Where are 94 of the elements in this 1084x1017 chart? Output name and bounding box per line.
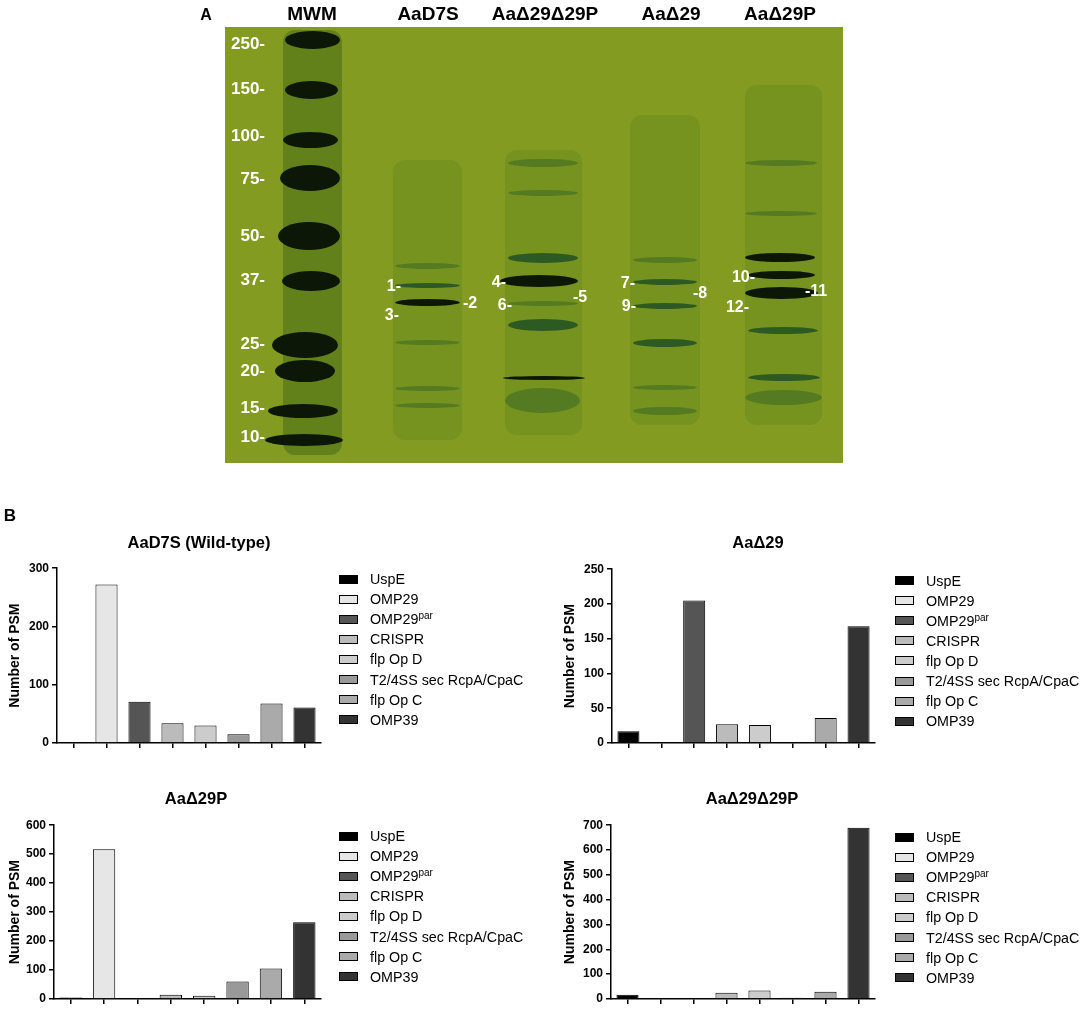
chart-title: AaΔ29 (732, 532, 784, 551)
legend-label: OMP39 (926, 712, 975, 732)
legend-label: flp Op C (370, 947, 423, 967)
text: 7- (620, 274, 635, 291)
category-label: AaΔ29P (744, 2, 816, 24)
legend-label: UspE (926, 828, 961, 847)
legend-label: OMP29 (926, 591, 975, 611)
legend-label: T2/4SS sec RcpA/CpaC (926, 672, 1080, 691)
y-tick-label: 600 (25, 817, 47, 832)
legend-label: T2/4SS sec RcpA/CpaC (926, 928, 1080, 948)
y-axis-title: Number of PSM (6, 603, 23, 708)
category-label: AaΔ29 (641, 2, 701, 24)
legend-label: OMP29$^{par}$ (926, 867, 989, 888)
legend-label: T2/4SS sec RcpA/CpaC (370, 927, 524, 947)
legend-label: flp Op D (370, 907, 423, 927)
y-tick-label: 200 (583, 596, 605, 611)
legend-label: CRISPR (926, 888, 981, 908)
y-tick-label: 400 (25, 875, 47, 890)
legend-label: CRISPR (926, 631, 981, 651)
category-label: AaΔ29Δ29P (491, 2, 599, 24)
chart-title: AaΔ29Δ29P (705, 788, 799, 807)
y-axis-title: Number of PSM (561, 859, 578, 965)
legend-label: OMP39 (370, 710, 419, 730)
text: 50- (240, 225, 265, 245)
legend-label: CRISPR (370, 630, 425, 650)
y-tick-label: 300 (25, 904, 47, 919)
y-tick-label: 0 (42, 734, 50, 749)
y-tick-label: 500 (582, 867, 604, 882)
legend-label: OMP39 (926, 968, 975, 988)
legend-label: OMP39 (370, 967, 419, 987)
text: 10- (731, 268, 755, 285)
y-axis-title: Number of PSM (561, 603, 578, 709)
legend-label: T2/4SS sec RcpA/CpaC (370, 670, 524, 690)
y-tick-label: 300 (28, 560, 50, 575)
y-axis-title: Number of PSM (6, 859, 23, 964)
category-label: AaD7S (397, 2, 459, 24)
chart-title: AaΔ29P (164, 788, 228, 807)
text: 10- (240, 426, 265, 446)
y-tick-label: 200 (28, 618, 50, 633)
text: B (3, 505, 17, 525)
text: 9- (621, 297, 636, 314)
legend-label: OMP29 (370, 847, 419, 867)
text: 1- (386, 277, 401, 294)
legend-label: UspE (370, 827, 405, 846)
y-tick-label: 500 (25, 846, 47, 861)
legend-label: flp Op D (370, 650, 423, 670)
legend-label: flp Op D (926, 651, 979, 671)
text: 3- (384, 306, 399, 323)
y-tick-label: 100 (582, 966, 604, 981)
y-tick-label: 150 (583, 631, 605, 646)
text: 4- (491, 273, 506, 290)
chart-title: AaD7S (Wild-type) (127, 532, 271, 551)
text: -11 (805, 282, 828, 299)
legend-label: UspE (370, 570, 405, 589)
category-label: MWM (287, 2, 337, 24)
text: 250- (230, 33, 265, 53)
y-tick-label: 300 (582, 916, 604, 931)
legend-label: flp Op D (926, 908, 979, 928)
legend-label: OMP29$^{par}$ (370, 866, 433, 887)
y-tick-label: 250 (583, 561, 605, 576)
legend-label: flp Op C (926, 692, 979, 712)
y-tick-label: 400 (582, 892, 604, 906)
legend-label: OMP29$^{par}$ (370, 609, 433, 630)
text: -5 (573, 288, 588, 305)
legend-label: OMP29$^{par}$ (926, 610, 989, 631)
legend-label: UspE (926, 571, 961, 591)
legend-label: flp Op C (926, 948, 979, 968)
y-tick-label: 0 (597, 735, 605, 750)
y-tick-label: 700 (582, 817, 604, 832)
y-tick-label: 50 (590, 700, 605, 715)
text: 37- (240, 269, 265, 289)
text: A (200, 6, 212, 23)
text: 6- (497, 296, 512, 313)
y-tick-label: 600 (582, 842, 604, 857)
y-tick-label: 100 (28, 676, 50, 691)
legend-label: CRISPR (370, 887, 425, 907)
text: 25- (240, 333, 265, 353)
text: 150- (230, 78, 265, 98)
legend-label: flp Op C (370, 690, 423, 710)
text: 12- (725, 298, 749, 315)
text: -2 (463, 294, 478, 311)
y-tick-label: 0 (39, 990, 47, 1005)
text: -8 (693, 284, 708, 301)
text: 15- (240, 397, 265, 417)
legend-label: OMP29 (370, 590, 419, 610)
y-tick-label: 100 (583, 665, 605, 680)
y-tick-label: 200 (582, 941, 604, 956)
y-tick-label: 100 (25, 961, 47, 976)
legend-label: OMP29 (926, 848, 975, 868)
text: 75- (240, 168, 265, 188)
y-tick-label: 0 (596, 991, 604, 1006)
text: 20- (240, 360, 265, 380)
text: 100- (230, 125, 265, 145)
y-tick-label: 200 (25, 932, 47, 947)
